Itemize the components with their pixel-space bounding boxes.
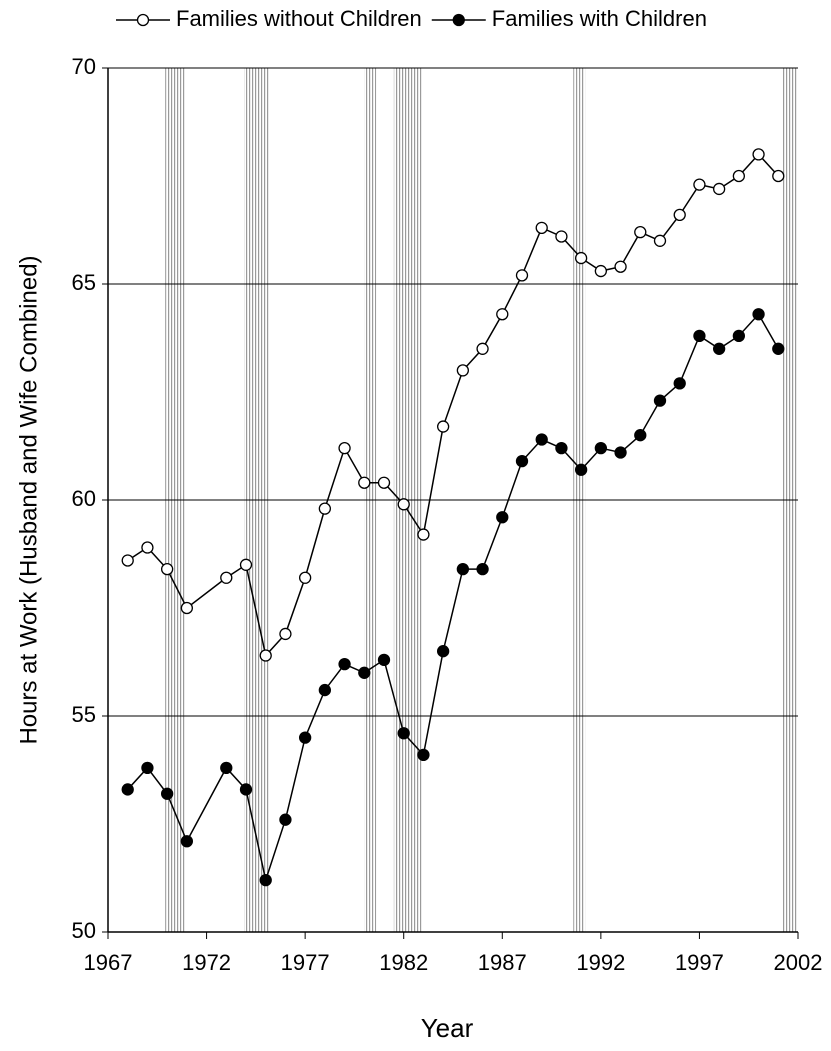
x-tick-label: 1967: [84, 950, 133, 975]
data-point: [614, 446, 627, 459]
x-tick-label: 1992: [576, 950, 625, 975]
data-point: [318, 502, 332, 515]
data-point: [279, 627, 292, 641]
data-point: [594, 442, 608, 455]
data-point: [574, 251, 588, 265]
data-point: [160, 562, 174, 576]
x-tick-label: 1987: [478, 950, 527, 975]
data-point: [436, 420, 450, 433]
data-point: [417, 528, 430, 541]
data-point: [239, 783, 253, 796]
data-point: [298, 571, 312, 584]
x-tick-label: 2002: [774, 950, 823, 975]
data-point: [338, 442, 351, 455]
data-point: [693, 178, 706, 191]
data-point: [653, 234, 667, 247]
legend-label: Families without Children: [176, 6, 422, 31]
data-point: [436, 645, 450, 658]
data-point: [712, 182, 726, 196]
data-point: [772, 342, 785, 355]
data-point: [180, 601, 194, 615]
data-point: [496, 511, 509, 524]
y-axis-title: Hours at Work (Husband and Wife Combined…: [15, 255, 42, 744]
data-point: [180, 835, 194, 848]
data-point: [772, 169, 785, 183]
data-point: [358, 666, 371, 679]
y-tick-label: 50: [72, 918, 96, 943]
data-point: [693, 329, 706, 342]
data-point: [141, 541, 154, 554]
data-point: [456, 364, 470, 377]
legend-marker: [136, 13, 150, 27]
legend-label: Families with Children: [492, 6, 707, 31]
data-point: [377, 653, 391, 666]
legend: Families without Children Families with C…: [116, 6, 707, 31]
data-point: [220, 571, 233, 584]
data-point: [634, 226, 647, 239]
data-point: [259, 874, 272, 887]
data-point: [673, 208, 686, 222]
data-point: [358, 476, 371, 489]
legend-marker: [452, 13, 465, 27]
x-tick-label: 1977: [281, 950, 330, 975]
data-point: [732, 329, 746, 342]
data-point: [515, 454, 529, 468]
data-point: [141, 761, 154, 774]
data-point: [377, 476, 391, 489]
data-point: [594, 264, 608, 278]
x-tick-label: 1982: [379, 950, 428, 975]
data-point: [121, 783, 134, 796]
data-point: [515, 269, 529, 282]
data-point: [752, 148, 765, 161]
data-point: [535, 221, 548, 234]
data-point: [338, 658, 351, 671]
data-point: [653, 394, 667, 407]
data-point: [732, 169, 746, 183]
data-point: [752, 308, 765, 321]
data-point: [417, 748, 430, 762]
data-point: [555, 230, 568, 243]
data-point: [634, 429, 647, 442]
data-point: [614, 260, 627, 273]
data-point: [456, 562, 470, 576]
y-tick-label: 70: [72, 54, 96, 79]
y-tick-label: 60: [72, 486, 96, 511]
x-tick-label: 1997: [675, 950, 724, 975]
data-point: [496, 308, 509, 321]
data-point: [476, 562, 489, 576]
data-point: [397, 498, 410, 511]
data-point: [535, 433, 548, 446]
data-point: [574, 463, 588, 476]
data-point: [318, 683, 332, 697]
data-point: [397, 727, 410, 740]
data-point: [160, 787, 174, 800]
data-point: [555, 442, 568, 455]
data-point: [220, 761, 233, 774]
data-point: [673, 377, 686, 390]
data-point: [121, 554, 134, 567]
data-point: [259, 649, 272, 662]
x-tick-label: 1972: [182, 950, 231, 975]
y-tick-label: 65: [72, 270, 96, 295]
x-axis-title: Year: [421, 1013, 474, 1043]
data-point: [239, 558, 253, 571]
y-tick-label: 55: [72, 702, 96, 727]
data-point: [712, 342, 726, 355]
data-point: [279, 813, 292, 826]
data-point: [476, 342, 489, 355]
data-point: [298, 731, 312, 744]
